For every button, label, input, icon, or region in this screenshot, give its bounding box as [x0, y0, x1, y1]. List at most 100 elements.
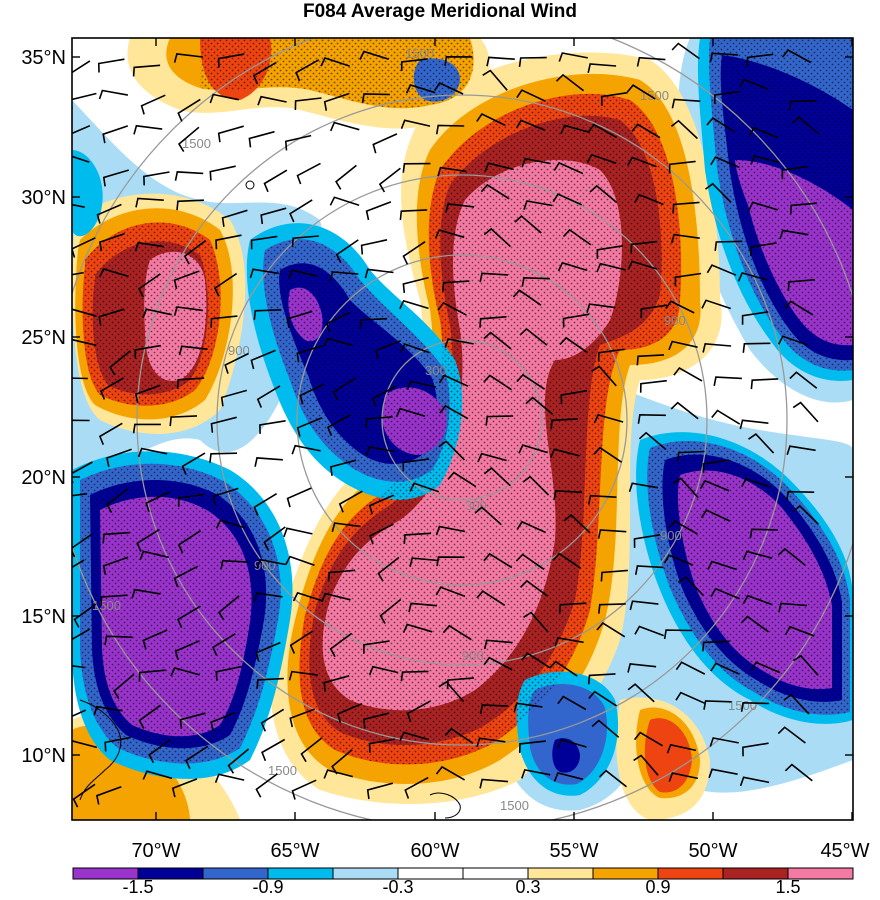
wind-barb	[479, 272, 508, 283]
wind-barb	[483, 467, 511, 487]
wind-barb	[750, 378, 779, 390]
wind-barb	[784, 300, 814, 316]
lon-tick-label: 70°W	[131, 840, 180, 862]
wind-barb	[792, 401, 819, 423]
wind-barb	[372, 133, 398, 154]
wind-barb	[444, 338, 474, 348]
wind-barb	[375, 340, 401, 360]
wind-barb	[563, 514, 591, 534]
wind-barb	[446, 677, 474, 690]
wind-barb	[176, 377, 205, 389]
wind-barb	[634, 193, 664, 206]
wind-barb	[586, 303, 616, 313]
wind-barb	[212, 487, 239, 506]
wind-barb	[638, 431, 667, 451]
wind-barb	[72, 419, 90, 422]
wind-barb	[215, 665, 242, 681]
wind-barb	[670, 401, 699, 420]
lat-tick-label: 30°N	[21, 187, 66, 209]
wind-barb	[329, 632, 353, 658]
wind-barb	[670, 119, 698, 140]
wind-barb	[285, 555, 315, 567]
wind-barb	[675, 661, 706, 675]
wind-barb	[512, 289, 542, 306]
wind-barb	[516, 89, 546, 102]
wind-barb	[113, 673, 135, 700]
wind-barb	[671, 42, 700, 60]
wind-barb	[359, 317, 388, 329]
wind-barb	[784, 625, 815, 637]
wind-barb	[97, 58, 125, 73]
wind-barb	[554, 636, 584, 647]
wind-barb	[400, 58, 428, 72]
wind-barb	[283, 527, 313, 538]
wind-barb	[257, 95, 287, 106]
wind-barb	[783, 693, 810, 715]
wind-barb	[480, 183, 510, 200]
stipple-trough	[263, 239, 450, 482]
wind-barb	[134, 241, 165, 252]
wind-barb	[177, 98, 201, 122]
wind-barb	[217, 125, 244, 143]
wind-barb	[668, 772, 699, 782]
wind-barb	[706, 117, 736, 133]
wind-barb	[560, 124, 590, 135]
wind-barb	[256, 385, 281, 408]
wind-barb	[291, 779, 317, 800]
wind-barb	[399, 299, 429, 310]
wind-barb	[137, 447, 168, 458]
wind-barb	[521, 768, 551, 779]
wind-barb	[628, 482, 659, 493]
wind-barb	[713, 376, 742, 387]
wind-barb	[139, 550, 169, 561]
wind-barb	[701, 299, 731, 310]
wind-barb	[366, 782, 394, 800]
coastlines	[79, 180, 461, 819]
wind-barb	[300, 737, 323, 763]
wind-barb	[789, 371, 818, 389]
wind-barb	[220, 559, 249, 570]
wind-barb	[210, 416, 237, 433]
wind-barb	[365, 416, 393, 428]
stipple-northeast	[709, 38, 853, 371]
wind-barb	[626, 84, 656, 100]
wind-barb	[702, 342, 732, 353]
wind-barb	[792, 505, 820, 525]
wind-barb	[173, 270, 200, 290]
wind-barb	[522, 475, 550, 496]
wind-barb	[742, 594, 773, 606]
wind-barb	[550, 418, 579, 430]
wind-barb	[402, 623, 433, 634]
wind-barb	[253, 592, 283, 602]
wind-barb	[476, 590, 506, 606]
wind-barb	[227, 748, 250, 774]
wind-barb	[479, 778, 509, 789]
lon-tick-label: 60°W	[410, 840, 459, 862]
wind-barb	[321, 592, 351, 603]
wind-barb	[399, 343, 430, 354]
wind-barb	[409, 557, 439, 567]
wind-barb	[560, 389, 588, 405]
coastline-bermuda	[245, 180, 255, 190]
wind-barb	[777, 335, 808, 346]
wind-barb	[597, 529, 627, 539]
wind-barb	[711, 409, 741, 425]
wind-barb	[666, 743, 697, 754]
wind-barb	[437, 166, 467, 177]
wind-barb	[523, 200, 553, 210]
wind-barb	[296, 162, 321, 185]
wind-barb	[213, 272, 238, 297]
wind-barb	[634, 565, 664, 575]
wind-barb	[338, 490, 363, 513]
wind-barb	[714, 240, 743, 251]
wind-barb	[639, 379, 667, 393]
wind-barb	[557, 261, 588, 272]
wind-barb	[134, 344, 161, 359]
contour-ring-4	[136, 94, 788, 746]
wind-barb	[249, 268, 279, 279]
wind-barb	[559, 336, 588, 354]
lat-tick-label: 25°N	[21, 327, 66, 349]
wind-barb	[631, 123, 661, 139]
wind-barb	[668, 160, 696, 174]
wind-barb	[748, 433, 775, 454]
